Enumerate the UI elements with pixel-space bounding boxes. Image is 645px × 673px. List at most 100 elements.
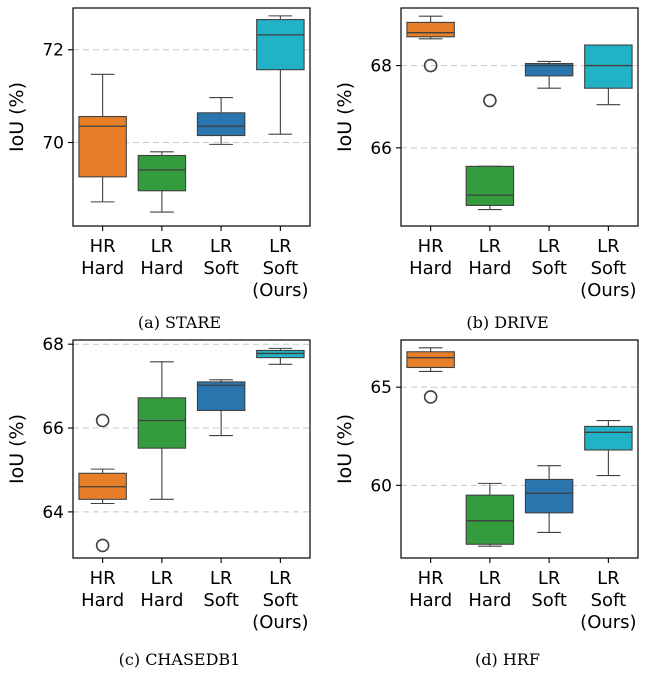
box-4 <box>584 419 633 477</box>
box-3 <box>524 60 574 89</box>
x-tick-label-line: Hard <box>468 258 511 279</box>
x-tick-label: HR Hard <box>409 236 452 279</box>
x-tick-label-line: LR <box>151 568 174 589</box>
x-tick-label-line: LR <box>210 236 233 257</box>
x-tick-label-line: Soft <box>203 258 239 279</box>
x-tick-label-line: HR <box>90 236 116 257</box>
y-tick-label: 68 <box>42 335 64 355</box>
y-axis-label: IoU (%) <box>6 82 28 152</box>
x-tick-label-line: Soft <box>203 590 239 611</box>
x-tick-label-line: Soft <box>591 258 627 279</box>
x-tick-label: LR Hard <box>140 568 183 611</box>
x-tick-label: HR Hard <box>81 236 124 279</box>
x-tick-label: LR Soft (Ours) <box>580 568 636 633</box>
x-tick-label-line: LR <box>151 236 174 257</box>
x-tick-label: HR Hard <box>81 568 124 611</box>
box-3 <box>196 96 246 145</box>
outlier-point <box>95 538 110 553</box>
box-body <box>524 62 574 77</box>
panel-caption: (d) HRF <box>475 650 540 669</box>
outlier-point <box>423 58 438 73</box>
box-body <box>196 112 246 137</box>
x-tick-label-line: LR <box>269 236 292 257</box>
x-tick-label-line: LR <box>269 568 292 589</box>
x-tick-label-line: HR <box>418 236 444 257</box>
x-tick-label-line: LR <box>538 568 561 589</box>
box-body <box>78 115 127 178</box>
y-tick-label: 60 <box>370 476 392 496</box>
box-4 <box>256 15 305 135</box>
box-body <box>406 21 455 38</box>
box-1 <box>406 15 455 73</box>
x-tick-label-line: LR <box>210 568 233 589</box>
x-tick-label-line: Soft <box>263 258 299 279</box>
x-tick-label-line: LR <box>597 236 620 257</box>
box-body <box>196 381 246 411</box>
x-tick-label: LR Hard <box>140 236 183 279</box>
x-tick-label-line: Hard <box>81 258 124 279</box>
box-body <box>584 425 633 451</box>
box-body <box>256 19 305 71</box>
x-tick-label-line: HR <box>418 568 444 589</box>
box-2 <box>465 482 515 547</box>
outlier-point <box>95 413 110 428</box>
x-tick-label-line: (Ours) <box>580 612 636 633</box>
x-tick-label-line: (Ours) <box>252 280 308 301</box>
axes-frame <box>400 7 639 227</box>
x-tick-label-line: Hard <box>140 590 183 611</box>
box-body <box>465 165 515 206</box>
box-4 <box>256 347 305 365</box>
x-tick-label: LR Soft <box>203 568 239 611</box>
x-tick-label-line: (Ours) <box>580 280 636 301</box>
x-tick-label-line: Hard <box>81 590 124 611</box>
x-tick-label-line: LR <box>479 568 502 589</box>
x-tick-label: LR Hard <box>468 568 511 611</box>
box-body <box>465 494 515 545</box>
x-tick-label: LR Soft (Ours) <box>252 568 308 633</box>
panel-caption: (c) CHASEDB1 <box>119 650 241 669</box>
x-tick-label: LR Soft <box>531 236 567 279</box>
x-tick-label-line: LR <box>597 568 620 589</box>
box-3 <box>524 465 574 534</box>
box-body <box>137 154 187 192</box>
box-1 <box>406 347 455 404</box>
box-body <box>406 351 455 369</box>
box-body <box>137 397 187 449</box>
x-tick-label: LR Soft <box>203 236 239 279</box>
y-tick-label: 68 <box>370 57 392 77</box>
x-tick-label-line: Soft <box>531 590 567 611</box>
x-tick-label-line: HR <box>90 568 116 589</box>
y-tick-label: 70 <box>42 134 64 154</box>
x-tick-label-line: LR <box>538 236 561 257</box>
x-tick-label-line: Hard <box>468 590 511 611</box>
x-tick-label-line: Hard <box>409 590 452 611</box>
x-tick-label-line: Soft <box>263 590 299 611</box>
y-axis-label: IoU (%) <box>334 414 356 484</box>
box-body <box>524 478 574 514</box>
axes-frame <box>400 339 639 559</box>
y-tick-label: 64 <box>42 503 64 523</box>
x-tick-label-line: LR <box>479 236 502 257</box>
x-tick-label: LR Soft <box>531 568 567 611</box>
box-4 <box>584 44 633 106</box>
x-tick-label-line: Hard <box>140 258 183 279</box>
box-1 <box>78 413 127 553</box>
box-2 <box>137 361 187 500</box>
x-tick-label-line: Soft <box>591 590 627 611</box>
x-tick-label-line: (Ours) <box>252 612 308 633</box>
box-body <box>584 44 633 89</box>
x-tick-label: HR Hard <box>409 568 452 611</box>
box-2 <box>137 151 187 213</box>
box-3 <box>196 379 246 437</box>
x-tick-label: LR Hard <box>468 236 511 279</box>
x-tick-label: LR Soft (Ours) <box>252 236 308 301</box>
box-1 <box>78 73 127 203</box>
box-2 <box>465 93 515 211</box>
x-tick-label: LR Soft (Ours) <box>580 236 636 301</box>
y-tick-label: 72 <box>42 41 64 61</box>
